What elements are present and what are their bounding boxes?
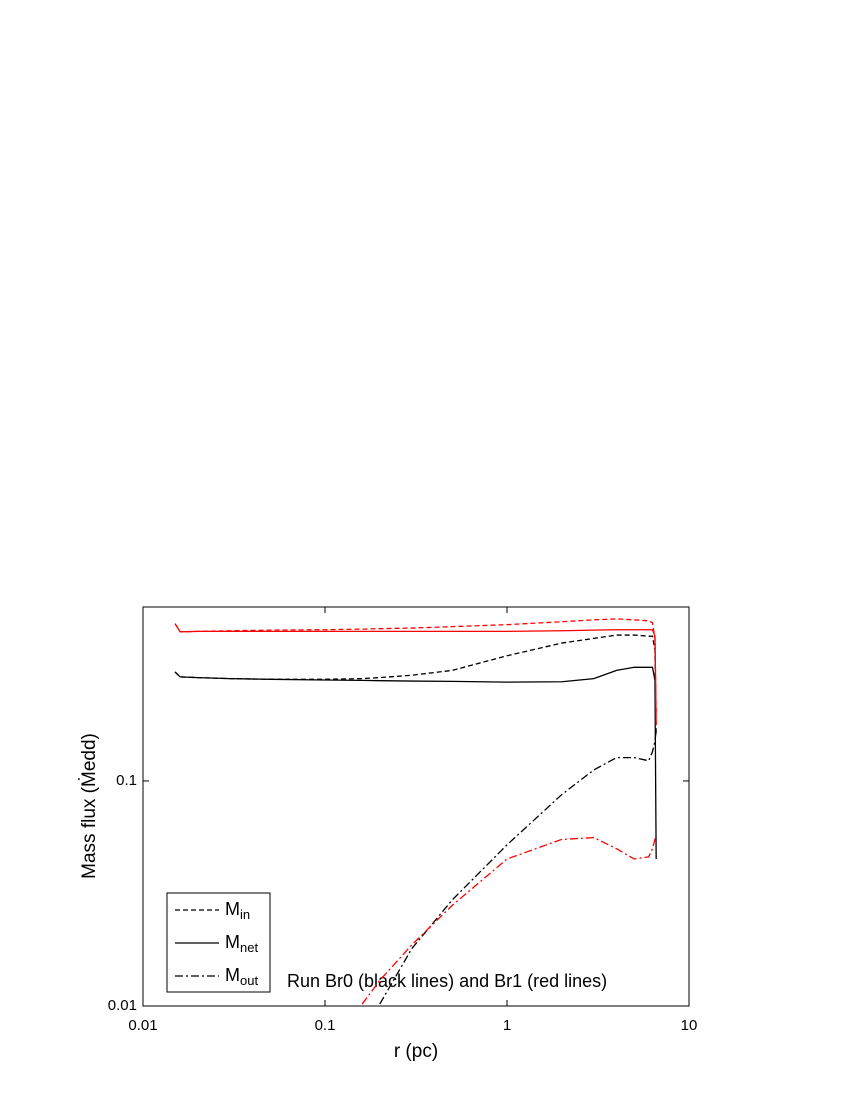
legend-label: Min [225, 899, 250, 923]
series-line [174, 623, 657, 726]
y-tick-label: 0.01 [108, 997, 137, 1014]
legend-label: Mout [225, 965, 258, 989]
plot-frame [142, 606, 690, 1007]
series-line [174, 666, 657, 860]
annotation: Run Br0 (black lines) and Br1 (red lines… [287, 971, 607, 991]
x-tick-label: 0.1 [315, 1017, 336, 1034]
x-tick-label: 10 [681, 1017, 698, 1034]
legend-label: Mnet [225, 932, 258, 956]
plot-lines [174, 618, 657, 1005]
x-tick-label: 0.01 [128, 1017, 157, 1034]
y-tick-label: 0.1 [116, 772, 137, 789]
series-line [379, 730, 657, 1005]
series-line [361, 835, 657, 1005]
series-line [174, 618, 657, 714]
y-axis-title: Mass flux (Ṁedd) [79, 733, 100, 879]
x-tick-label: 1 [503, 1017, 511, 1034]
x-axis-title: r (pc) [394, 1041, 438, 1062]
series-line [174, 634, 657, 736]
